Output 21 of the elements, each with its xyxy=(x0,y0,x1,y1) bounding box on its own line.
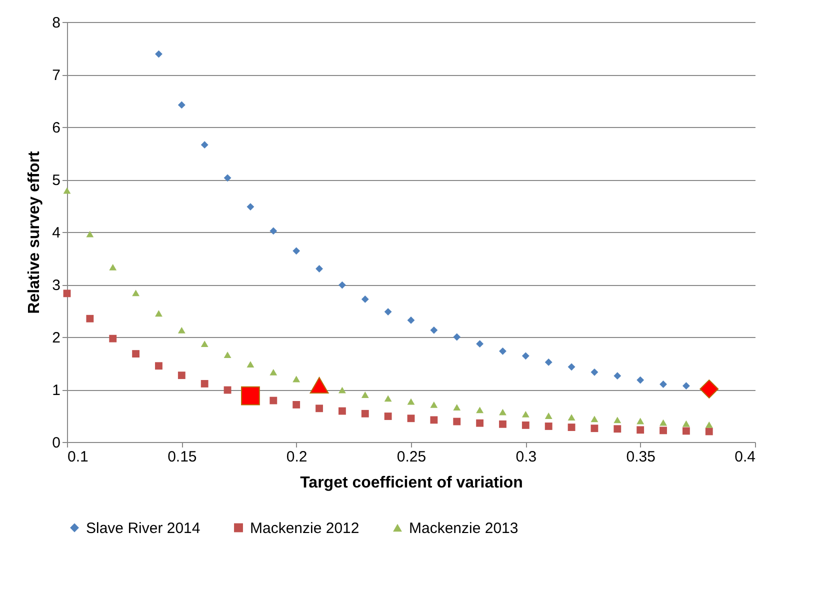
x-axis-title: Target coefficient of variation xyxy=(300,474,523,492)
legend-label: Slave River 2014 xyxy=(86,520,200,537)
x-tick-label: 0.1 xyxy=(68,448,88,466)
x-tick-label: 0.2 xyxy=(286,448,308,466)
y-tick-label: 6 xyxy=(52,120,60,136)
legend-label: Mackenzie 2013 xyxy=(409,520,518,537)
x-tick-label: 0.35 xyxy=(626,448,656,466)
y-tick-label: 5 xyxy=(52,172,60,189)
y-tick-label: 4 xyxy=(52,224,60,242)
y-tick-label: 7 xyxy=(52,67,60,84)
y-tick-label: 0 xyxy=(52,434,60,452)
legend-label: Mackenzie 2012 xyxy=(250,520,360,537)
x-tick-label: 0.15 xyxy=(168,448,197,466)
x-tick-label: 0.4 xyxy=(734,448,756,466)
y-tick-label: 1 xyxy=(52,382,60,399)
y-tick-label: 3 xyxy=(52,277,60,294)
y-axis-title: Relative survey effort xyxy=(26,150,44,314)
x-tick-label: 0.3 xyxy=(516,448,537,466)
y-tick-label: 2 xyxy=(52,330,60,346)
y-tick-label: 8 xyxy=(52,14,60,32)
x-tick-label: 0.25 xyxy=(396,448,426,466)
